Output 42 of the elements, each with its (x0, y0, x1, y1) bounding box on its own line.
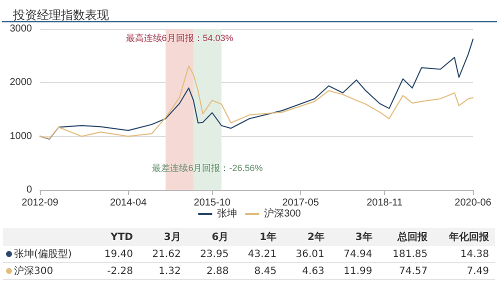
data-label: 74.94 (330, 246, 378, 262)
legend-label: 沪深300 (3, 262, 92, 280)
data-label: 23.95 (186, 246, 235, 262)
data-label: 74.57 (378, 262, 434, 280)
category-label: 总回报 (378, 228, 434, 246)
data-label: 21.62 (138, 246, 187, 262)
data-label: 14.38 (434, 246, 495, 262)
data-label: 36.01 (282, 246, 330, 262)
x-tick-label: 2018-11 (366, 198, 403, 208)
category-label: 2年 (282, 228, 330, 246)
data-label: 4.63 (282, 262, 330, 280)
data-label: 19.40 (91, 246, 139, 262)
x-tick-label: 2017-05 (282, 198, 320, 208)
x-tick-label: 2012-09 (22, 198, 59, 208)
y-tick-label: 0 (26, 184, 32, 196)
line-series (39, 65, 474, 140)
data-label: 11.99 (330, 262, 378, 280)
data-label: -2.28 (91, 262, 139, 280)
data-label: 1.32 (138, 262, 187, 280)
band-label: 最差连续6月回报：-26.56% (152, 163, 263, 173)
category-label: 3年 (330, 228, 378, 246)
x-tick-label: 2020-06 (454, 198, 492, 208)
x-tick-label: 2015-10 (194, 198, 231, 208)
legend-label: 张坤(偏股型) (3, 246, 92, 262)
data-label: 2.88 (186, 262, 235, 280)
legend-label: 张坤 (217, 208, 238, 220)
category-label: 6月 (186, 228, 235, 246)
category-label: YTD (91, 228, 139, 246)
data-label: 181.85 (378, 246, 434, 262)
x-tick-label: 2014-04 (110, 198, 148, 208)
y-tick-label: 3000 (10, 24, 32, 34)
chart-title: 投资经理指数表现 (12, 8, 109, 22)
category-label: 3月 (138, 228, 187, 246)
legend-label: 沪深300 (264, 208, 302, 220)
data-label: 7.49 (434, 262, 495, 280)
y-tick-label: 1000 (10, 130, 32, 142)
data-label: 43.21 (234, 246, 283, 262)
band-label: 最高连续6月回报：54.03% (126, 33, 234, 43)
y-tick-label: 2000 (10, 77, 32, 88)
category-label: 年化回报 (434, 228, 495, 246)
data-label: 8.45 (234, 262, 283, 280)
category-label: 1年 (234, 228, 283, 246)
